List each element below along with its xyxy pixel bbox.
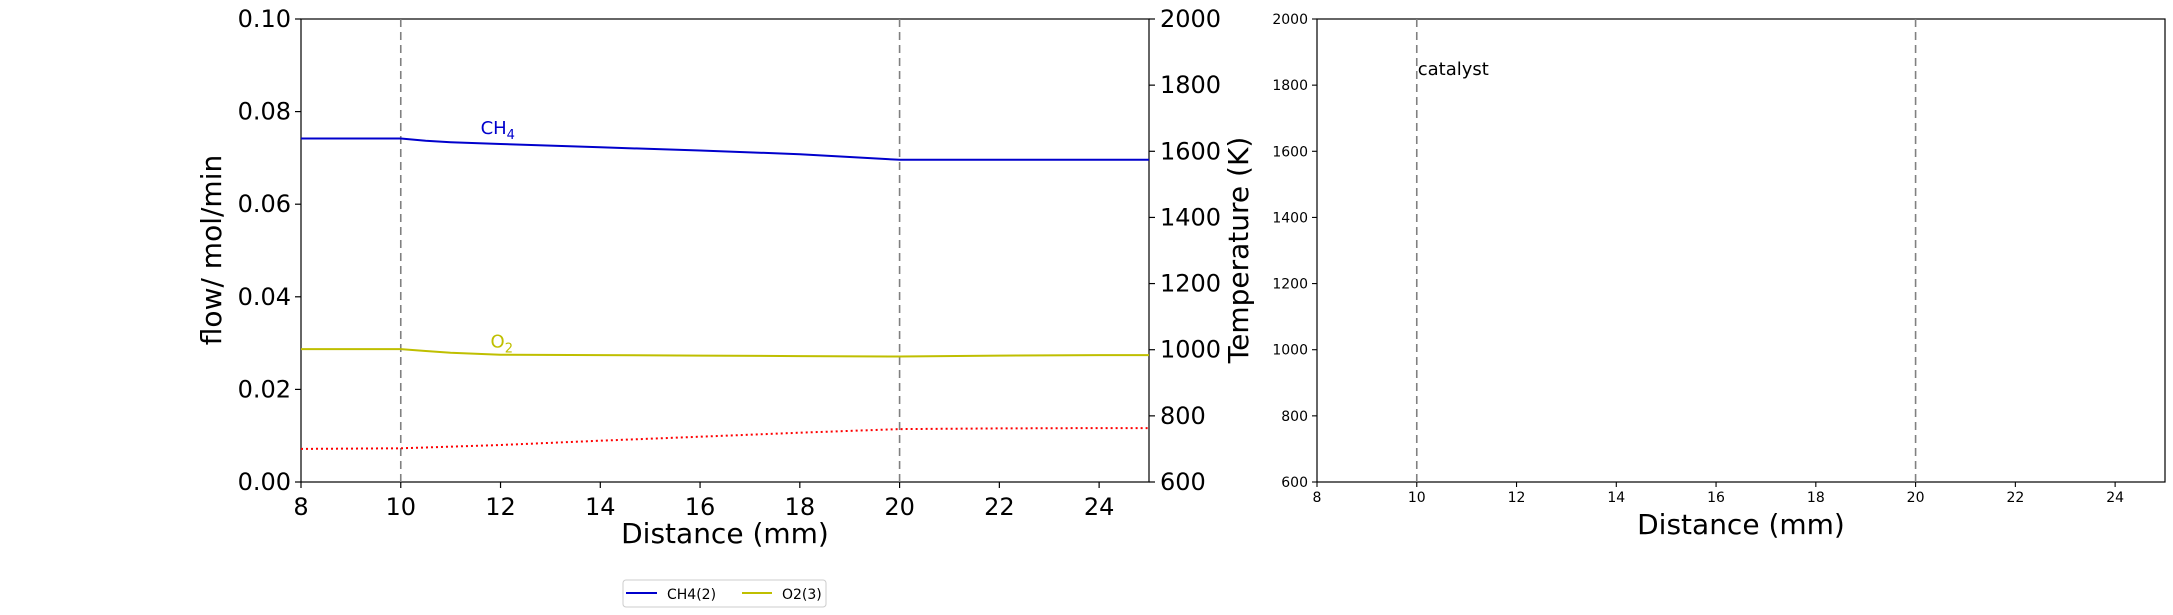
x-tick-label: 18 — [785, 493, 816, 521]
y2-tick-label: 1000 — [1160, 336, 1221, 364]
x-tick-label: 24 — [1084, 493, 1115, 521]
legend-label-o2: O2(3) — [782, 587, 822, 603]
x-tick-label: 10 — [1408, 490, 1426, 506]
x-tick-label: 14 — [585, 493, 616, 521]
y2-tick-label: 800 — [1160, 402, 1206, 430]
x-axis-title: Distance (mm) — [621, 517, 829, 550]
x-axis-title-right: Distance (mm) — [1637, 508, 1845, 541]
flow-series — [300, 137, 1149, 450]
catalyst-annotation: catalyst — [1418, 59, 1489, 80]
x-tick-label: 18 — [1807, 490, 1825, 506]
x-tick-label: 14 — [1607, 490, 1625, 506]
y-axis-title: flow/ mol/min — [195, 155, 228, 345]
flow-chart: 8 10 12 14 16 18 20 22 24 0.000.020.040.060.080.… — [195, 5, 1255, 608]
x-tick-label: 16 — [685, 493, 716, 521]
x-tick-label: 22 — [2006, 490, 2024, 506]
y-tick-label: 0.06 — [238, 190, 291, 218]
legend-label-ch4: CH4(2) — [667, 587, 716, 603]
x-tick-label: 20 — [884, 493, 915, 521]
y-tick-label: 800 — [1281, 409, 1308, 425]
x-tick-label: 20 — [1907, 490, 1925, 506]
series-line-0 — [301, 137, 1149, 161]
legend-frame — [622, 579, 827, 608]
x-tick-label: 16 — [1707, 490, 1725, 506]
y-tick-label: 1800 — [1272, 78, 1308, 94]
x-tick-label: 12 — [485, 493, 516, 521]
flow-plot-frame — [300, 18, 1150, 483]
catalyst-boundaries — [399, 19, 901, 482]
x-tick-label: 8 — [1313, 490, 1322, 506]
series-labels: CH4 O2 — [481, 118, 515, 356]
y-tick-label: 0.10 — [238, 5, 291, 33]
x-axis-ticks: 8 10 12 14 16 18 20 22 24 — [293, 482, 1114, 521]
y-tick-label: 0.04 — [238, 283, 291, 311]
x-tick-label: 10 — [385, 493, 416, 521]
x-tick-label: 22 — [984, 493, 1015, 521]
y2-tick-label: 1600 — [1160, 137, 1221, 165]
y-tick-label: 1600 — [1272, 144, 1308, 160]
y2-tick-label: 1200 — [1160, 270, 1221, 298]
x-tick-label: 8 — [293, 493, 308, 521]
y-axis-ticks: 0.00 0.02 0.04 0.06 0.08 0.10 — [238, 5, 301, 496]
y-axis-ticks-right: 600 800 1000 1200 1400 1600 1800 2000 — [1272, 12, 1317, 491]
y2-tick-label: 600 — [1160, 468, 1206, 496]
series-label-0: CH4 — [481, 118, 515, 143]
legend: CH4(2) O2(3) — [622, 579, 827, 608]
y-tick-label: 2000 — [1272, 12, 1308, 28]
y-tick-label: 1000 — [1272, 343, 1308, 359]
y2-tick-label: 1800 — [1160, 71, 1221, 99]
series-label-1: O2 — [491, 331, 513, 356]
y-tick-label: 600 — [1281, 475, 1308, 491]
y2-tick-label: 1400 — [1160, 203, 1221, 231]
y2-tick-label: 2000 — [1160, 5, 1221, 33]
y-tick-label: 1400 — [1272, 210, 1308, 226]
x-tick-label: 12 — [1508, 490, 1526, 506]
x-axis-ticks-right: 8 10 12 14 16 18 20 22 24 — [1313, 482, 2124, 506]
temperature-plot-frame — [1316, 18, 2166, 483]
x-tick-label: 24 — [2106, 490, 2124, 506]
y2-axis-title: Temperature (K) — [1222, 137, 1255, 364]
y-tick-label: 1200 — [1272, 277, 1308, 293]
temperature-chart: 8 10 12 14 16 18 20 22 24 600 800 1000 1200 1400 1600… — [1272, 12, 2166, 541]
y-tick-label: 0.00 — [238, 468, 291, 496]
y-tick-label: 0.02 — [238, 375, 291, 403]
y2-axis-ticks: 600 800 1000 1200 1400 1600 1800 2000 — [1149, 5, 1221, 496]
catalyst-boundaries-right — [1415, 19, 1917, 482]
series-line-1 — [301, 348, 1149, 358]
series-line-2 — [300, 427, 1149, 450]
y-tick-label: 0.08 — [238, 98, 291, 126]
